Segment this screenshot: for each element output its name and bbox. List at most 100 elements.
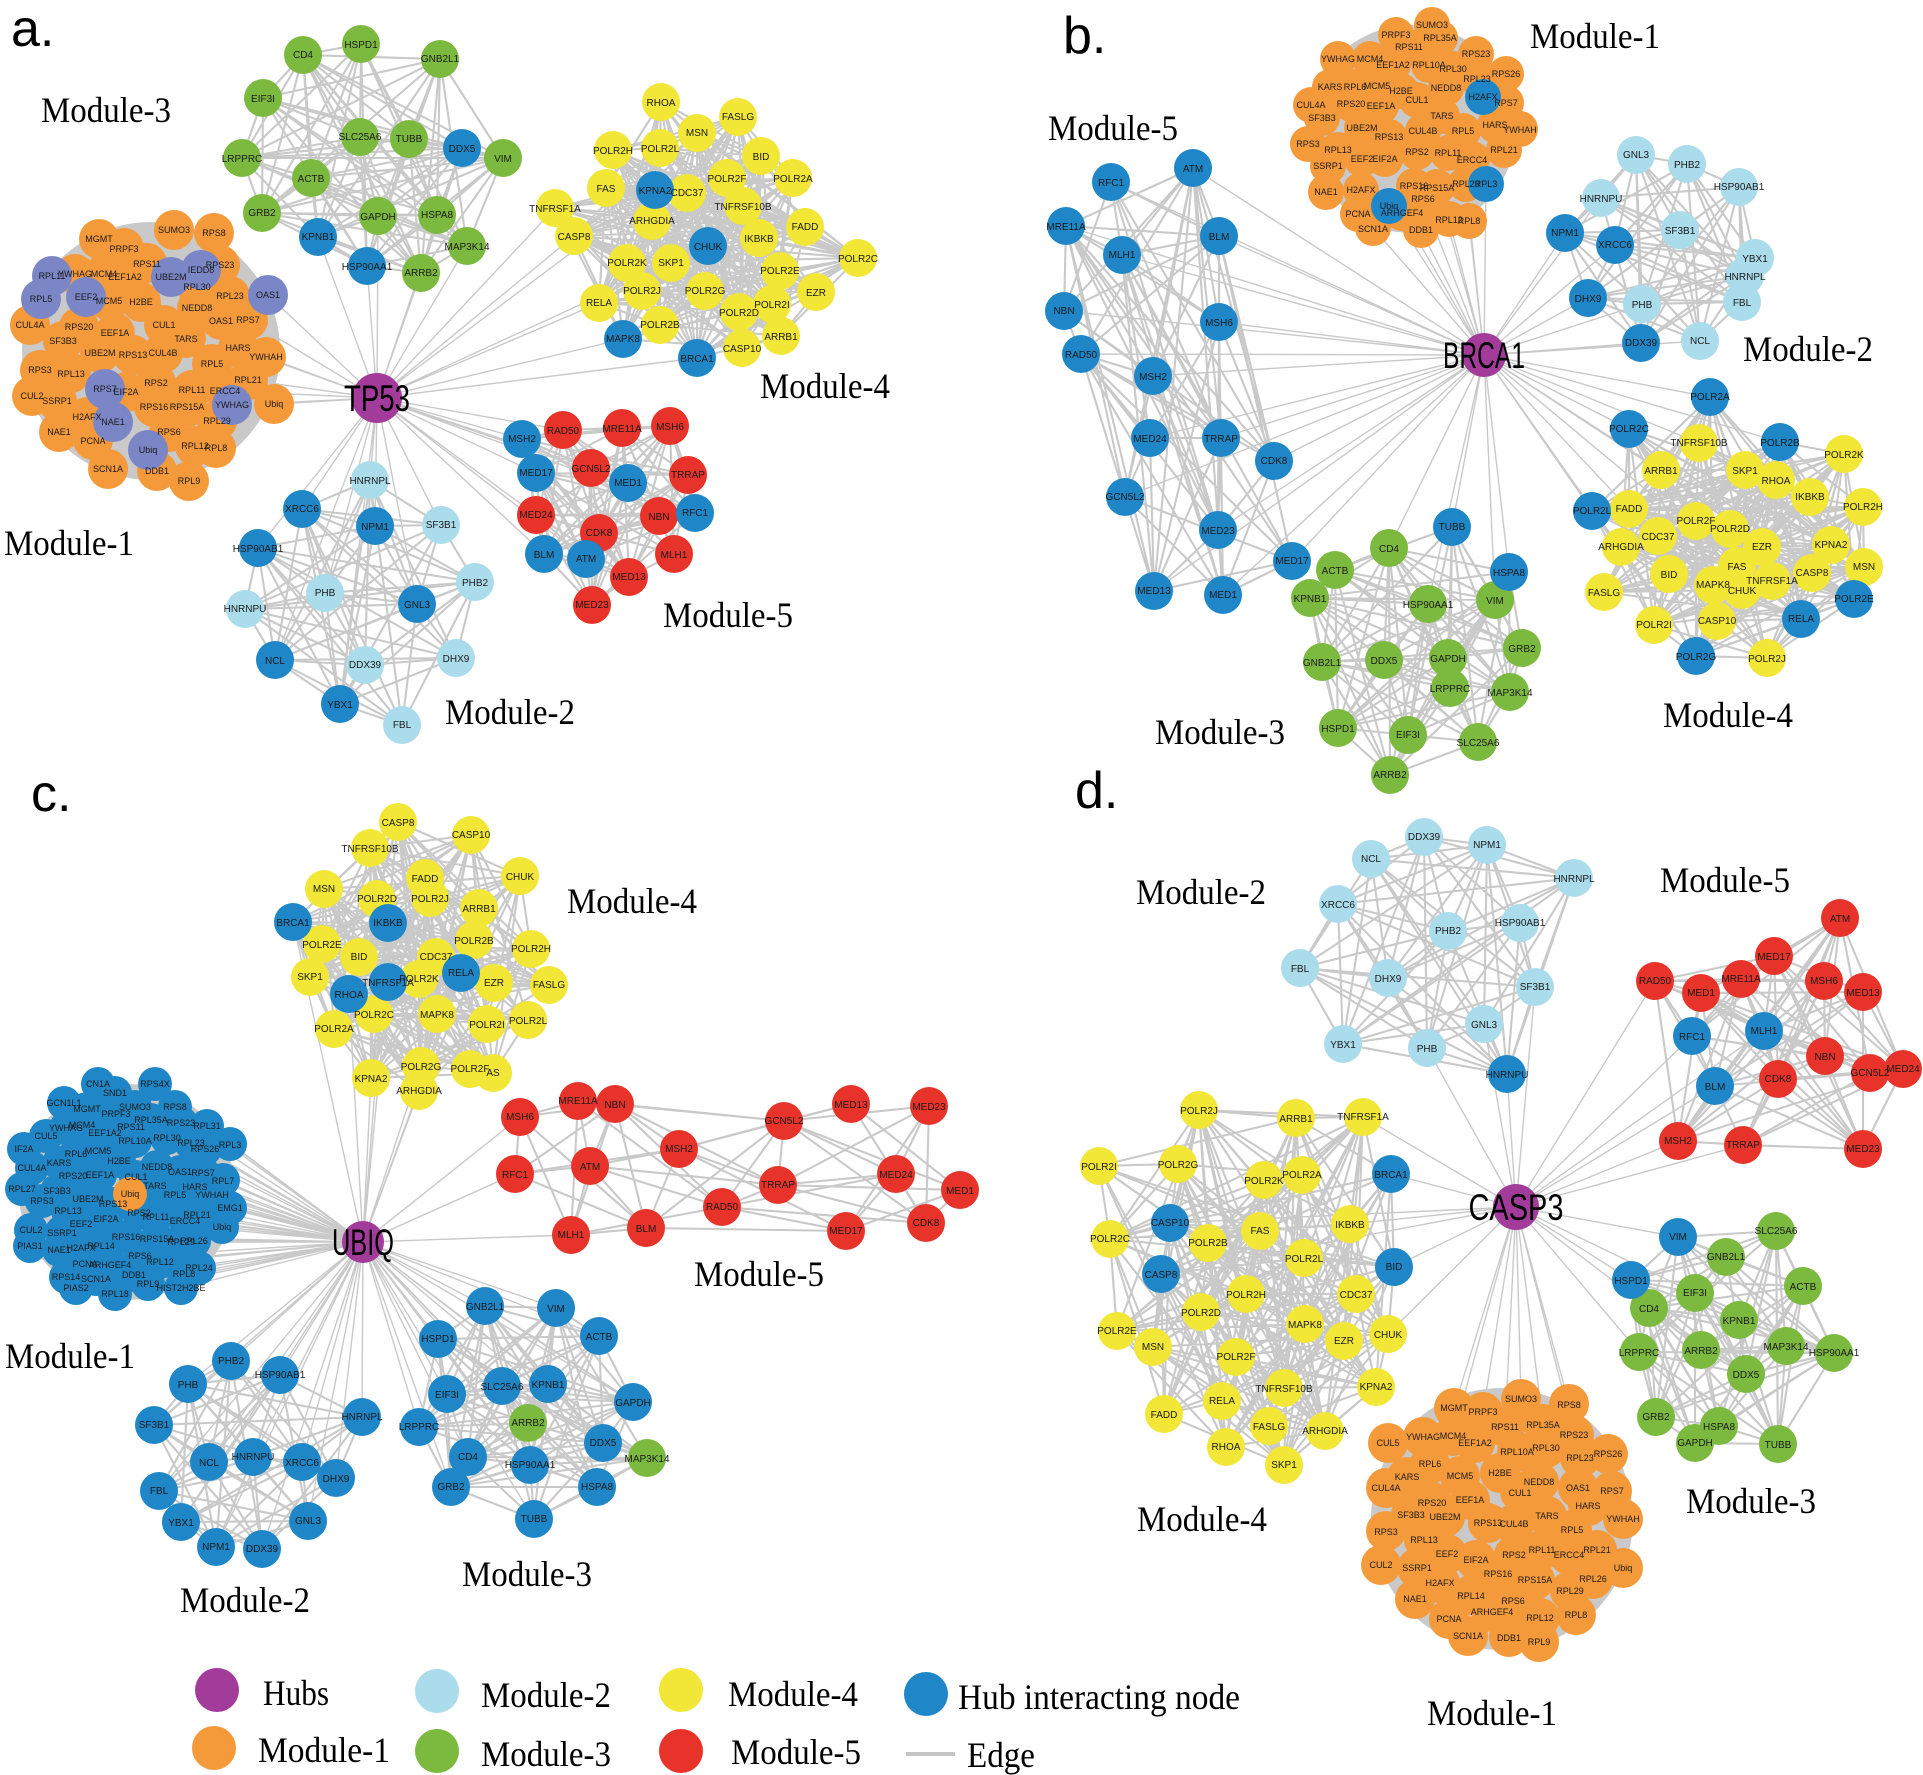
svg-text:EIF2A: EIF2A xyxy=(1463,1555,1488,1565)
svg-text:IF2A: IF2A xyxy=(14,1144,33,1154)
svg-text:MRE11A: MRE11A xyxy=(602,424,642,435)
svg-text:GAPDH: GAPDH xyxy=(1677,1438,1713,1449)
svg-text:CUL5: CUL5 xyxy=(1376,1438,1399,1448)
svg-text:EEF1A: EEF1A xyxy=(86,1170,115,1180)
svg-text:SKP1: SKP1 xyxy=(1271,1460,1297,1471)
svg-text:TARS: TARS xyxy=(143,1181,166,1191)
svg-text:FBL: FBL xyxy=(393,720,412,731)
svg-text:CDK8: CDK8 xyxy=(913,1218,940,1229)
svg-text:CDK8: CDK8 xyxy=(1261,456,1288,467)
svg-text:DDB1: DDB1 xyxy=(1497,1633,1521,1643)
svg-text:RPS11: RPS11 xyxy=(1491,1422,1519,1432)
svg-text:NAE1: NAE1 xyxy=(101,417,125,427)
svg-text:BID: BID xyxy=(1661,570,1678,581)
svg-text:RPS6: RPS6 xyxy=(157,427,181,437)
svg-text:ARHGEF4: ARHGEF4 xyxy=(1471,1607,1514,1617)
svg-text:RPL12: RPL12 xyxy=(1526,1613,1554,1623)
svg-text:CUL1: CUL1 xyxy=(1508,1488,1531,1498)
svg-text:Module-2: Module-2 xyxy=(180,1580,310,1620)
svg-text:b.: b. xyxy=(1063,7,1106,65)
svg-text:RPL3: RPL3 xyxy=(219,1140,242,1150)
svg-text:Ubiq: Ubiq xyxy=(265,399,284,409)
svg-text:RPS11: RPS11 xyxy=(117,1122,145,1132)
svg-text:Module-3: Module-3 xyxy=(1686,1481,1816,1521)
svg-text:FASLG: FASLG xyxy=(533,980,565,991)
svg-text:RPS7: RPS7 xyxy=(1494,98,1518,108)
svg-text:EIF2A: EIF2A xyxy=(113,387,138,397)
svg-text:RPS3: RPS3 xyxy=(28,365,52,375)
svg-text:SF3B3: SF3B3 xyxy=(1308,113,1336,123)
svg-text:AS: AS xyxy=(486,1068,500,1079)
svg-text:CASP3: CASP3 xyxy=(1469,1187,1564,1228)
svg-text:TUBB: TUBB xyxy=(521,1514,548,1525)
svg-text:FAS: FAS xyxy=(1728,562,1747,573)
svg-text:CASP8: CASP8 xyxy=(1145,1270,1178,1281)
svg-text:NPM1: NPM1 xyxy=(202,1542,230,1553)
svg-text:HARS: HARS xyxy=(182,1182,207,1192)
svg-text:YBX1: YBX1 xyxy=(168,1518,194,1529)
svg-text:IKBKB: IKBKB xyxy=(373,918,403,929)
svg-text:CHUK: CHUK xyxy=(1728,586,1757,597)
svg-text:POLR2C: POLR2C xyxy=(1609,424,1649,435)
svg-text:PHB2: PHB2 xyxy=(218,1356,245,1367)
svg-text:TUBB: TUBB xyxy=(1439,522,1466,533)
svg-text:PIAS1: PIAS1 xyxy=(17,1241,43,1251)
svg-text:RPL30: RPL30 xyxy=(153,1133,181,1143)
svg-text:PHB: PHB xyxy=(1632,300,1653,311)
svg-text:TRRAP: TRRAP xyxy=(671,470,705,481)
svg-text:CASP10: CASP10 xyxy=(723,344,762,355)
svg-text:ERCC4: ERCC4 xyxy=(1457,155,1488,165)
svg-text:GNL3: GNL3 xyxy=(295,1516,322,1527)
svg-text:HNRNPL: HNRNPL xyxy=(349,476,391,487)
svg-text:EZR: EZR xyxy=(1334,1336,1354,1347)
svg-text:PCNA: PCNA xyxy=(72,1259,97,1269)
svg-text:MLH1: MLH1 xyxy=(558,1230,585,1241)
svg-text:MCM4: MCM4 xyxy=(1440,1431,1467,1441)
svg-text:FBL: FBL xyxy=(1733,298,1752,309)
svg-text:ARHGEF4: ARHGEF4 xyxy=(89,1260,132,1270)
svg-text:POLR2H: POLR2H xyxy=(1843,502,1883,513)
svg-text:BLM: BLM xyxy=(534,550,555,561)
svg-text:KPNB1: KPNB1 xyxy=(532,1380,565,1391)
svg-text:PHB2: PHB2 xyxy=(1435,926,1462,937)
svg-text:RPS2: RPS2 xyxy=(127,1208,151,1218)
svg-text:RPL13: RPL13 xyxy=(54,1206,82,1216)
svg-text:PCNA: PCNA xyxy=(1436,1614,1461,1624)
svg-text:ERCC4: ERCC4 xyxy=(210,386,241,396)
svg-text:Module-2: Module-2 xyxy=(481,1675,611,1715)
svg-text:DDB1: DDB1 xyxy=(145,466,169,476)
svg-text:Ubiq: Ubiq xyxy=(1614,1563,1633,1573)
svg-text:POLR2B: POLR2B xyxy=(640,320,680,331)
svg-text:RPL23: RPL23 xyxy=(1463,74,1491,84)
svg-text:BLM: BLM xyxy=(1705,1082,1726,1093)
svg-text:SKP1: SKP1 xyxy=(658,258,684,269)
svg-text:POLR2E: POLR2E xyxy=(302,940,342,951)
svg-text:SF3B3: SF3B3 xyxy=(43,1186,71,1196)
svg-text:BLM: BLM xyxy=(1209,232,1230,243)
svg-text:MSH2: MSH2 xyxy=(665,1144,693,1155)
svg-text:RPL12: RPL12 xyxy=(146,1257,174,1267)
svg-text:PRPF3: PRPF3 xyxy=(1468,1407,1497,1417)
svg-text:H2AFX: H2AFX xyxy=(1346,185,1375,195)
svg-text:RPL23: RPL23 xyxy=(1566,1453,1594,1463)
svg-text:HSP90AB1: HSP90AB1 xyxy=(233,544,284,555)
svg-text:NBN: NBN xyxy=(648,512,669,523)
svg-text:GNL3: GNL3 xyxy=(1623,150,1650,161)
svg-text:CUL2: CUL2 xyxy=(19,1225,42,1235)
svg-text:RPL5: RPL5 xyxy=(30,294,53,304)
svg-text:SUMO3: SUMO3 xyxy=(1416,20,1448,30)
svg-text:CASP10: CASP10 xyxy=(1698,616,1737,627)
svg-text:GRB2: GRB2 xyxy=(1508,644,1536,655)
svg-text:POLR2H: POLR2H xyxy=(511,944,551,955)
svg-text:GRB2: GRB2 xyxy=(437,1482,465,1493)
svg-text:TRRAP: TRRAP xyxy=(761,1180,795,1191)
svg-text:NBN: NBN xyxy=(1053,306,1074,317)
svg-text:MGMT: MGMT xyxy=(1440,1403,1468,1413)
svg-text:SLC25A6: SLC25A6 xyxy=(481,1382,524,1393)
svg-text:RPS7: RPS7 xyxy=(236,315,260,325)
svg-text:RPS8: RPS8 xyxy=(163,1102,187,1112)
svg-text:RPL11: RPL11 xyxy=(179,385,206,395)
svg-text:RHOA: RHOA xyxy=(647,98,676,109)
svg-text:Module-3: Module-3 xyxy=(1155,712,1285,752)
svg-text:RPL13: RPL13 xyxy=(1324,145,1352,155)
